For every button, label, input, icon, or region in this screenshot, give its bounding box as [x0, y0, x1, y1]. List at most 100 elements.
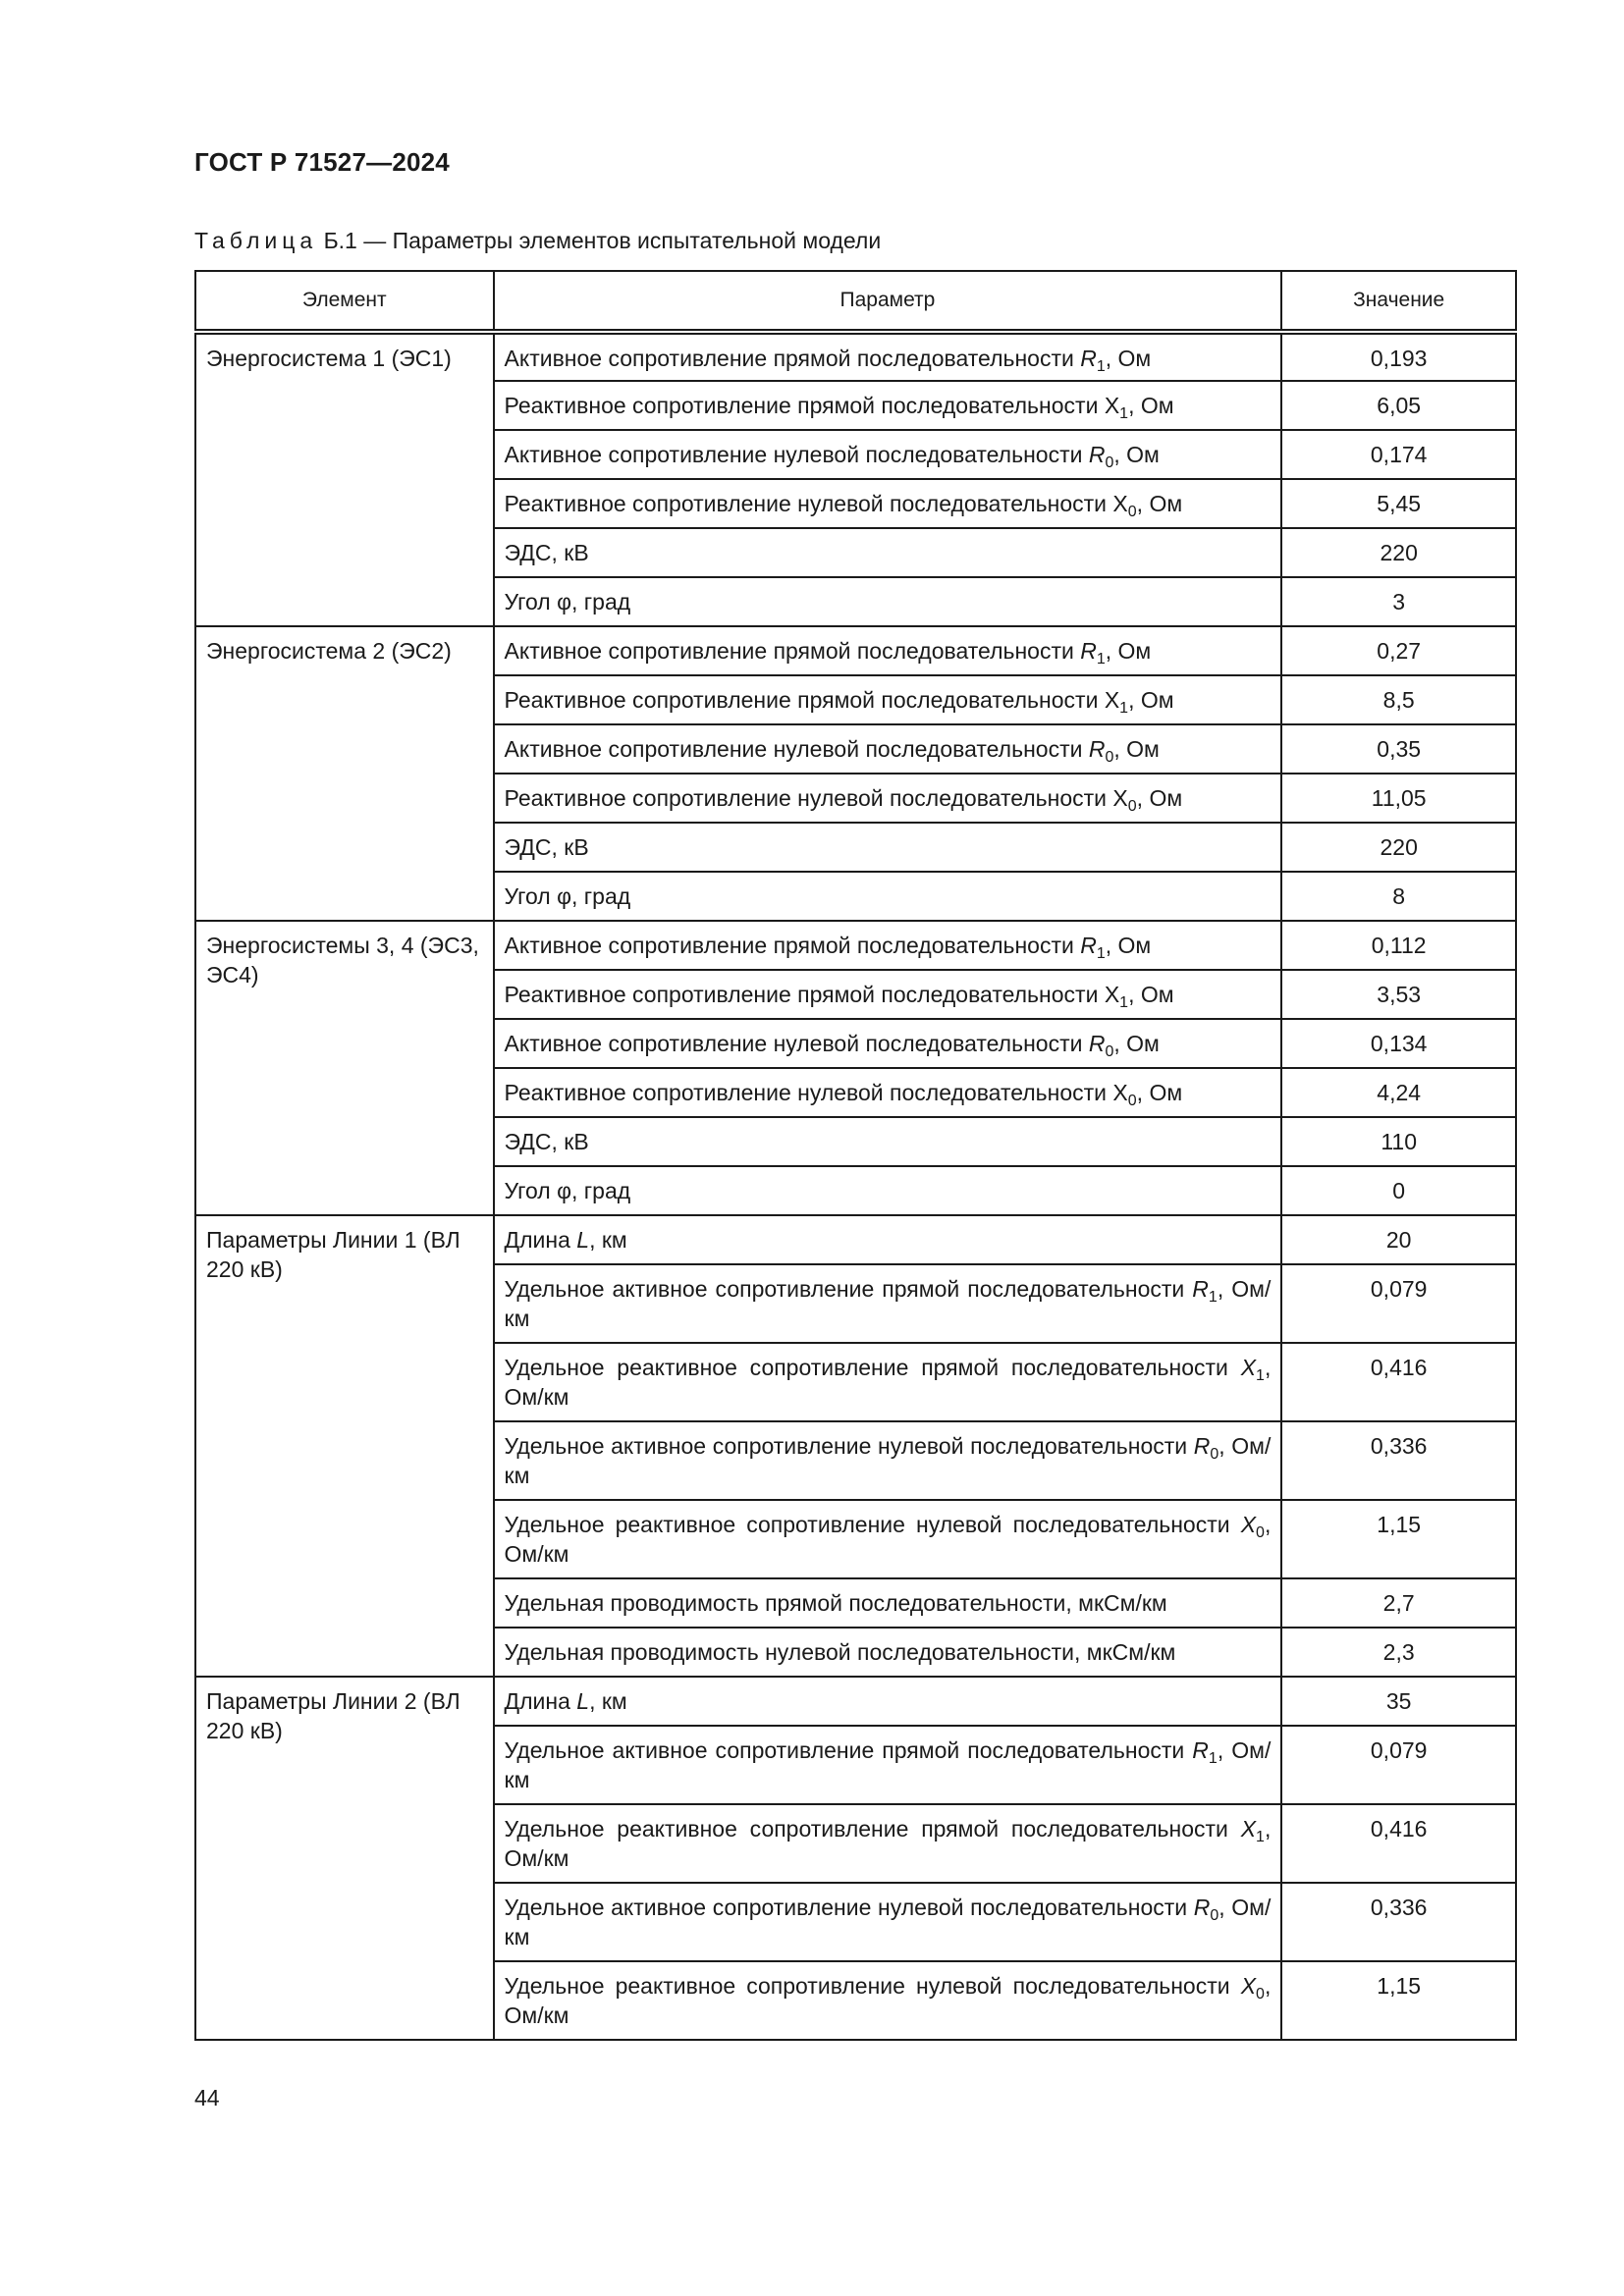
parameter-subscript: 0	[1105, 749, 1114, 766]
caption-label: Таблица	[194, 228, 318, 253]
value-cell: 110	[1280, 1116, 1517, 1167]
parameter-unit: , Ом	[1105, 346, 1152, 371]
table-row: Угол φ, град 0	[195, 1165, 1517, 1216]
parameter-symbol: L	[576, 1227, 590, 1253]
parameter-subscript: 1	[1096, 945, 1106, 962]
value-cell: 0,112	[1280, 920, 1517, 971]
parameter-symbol: X	[1112, 785, 1128, 811]
value-cell: 0,134	[1280, 1018, 1517, 1069]
parameter-cell: Активное сопротивление нулевой последова…	[492, 429, 1283, 480]
parameter-symbol: X	[1112, 491, 1128, 516]
table-row: Удельное активное сопротивление нулевой …	[195, 1882, 1517, 1962]
parameter-subscript: 1	[1208, 1750, 1218, 1767]
parameter-unit: , Ом	[1113, 442, 1160, 467]
parameter-text: Удельное реактивное сопротивление нулево…	[504, 1973, 1241, 1999]
parameter-subscript: 0	[1210, 1446, 1219, 1463]
column-header-parameter: Параметр	[492, 270, 1283, 335]
table-caption: Таблица Б.1 — Параметры элементов испыта…	[194, 228, 881, 254]
parameter-subscript: 1	[1096, 358, 1106, 375]
value-cell: 2,3	[1280, 1627, 1517, 1678]
parameter-cell: Реактивное сопротивление нулевой последо…	[492, 1067, 1283, 1118]
parameter-cell: Удельное активное сопротивление прямой п…	[492, 1725, 1283, 1805]
parameter-text: ЭДС, кВ	[504, 1129, 589, 1154]
value-cell: 220	[1280, 527, 1517, 578]
value-cell: 0,079	[1280, 1263, 1517, 1344]
parameter-cell: Реактивное сопротивление прямой последов…	[492, 969, 1283, 1020]
parameter-symbol: R	[1088, 736, 1106, 762]
parameter-unit: , Ом/км	[504, 1355, 1272, 1410]
table-row: Удельное реактивное сопротивление прямой…	[195, 1803, 1517, 1884]
parameter-cell: Удельное активное сопротивление нулевой …	[492, 1882, 1283, 1962]
parameter-subscript: 0	[1256, 1986, 1265, 2002]
parameter-text: Активное сопротивление прямой последоват…	[504, 638, 1081, 664]
parameter-symbol: R	[1080, 933, 1097, 958]
element-cell: Энергосистемы 3, 4 (ЭС3, ЭС4)	[194, 920, 495, 1216]
table-row: Реактивное сопротивление прямой последов…	[195, 674, 1517, 725]
parameter-text: Удельная проводимость нулевой последоват…	[504, 1639, 1176, 1665]
value-cell: 1,15	[1280, 1960, 1517, 2041]
parameter-cell: Удельная проводимость нулевой последоват…	[492, 1627, 1283, 1678]
parameter-text: Реактивное сопротивление прямой последов…	[504, 982, 1105, 1007]
parameter-text: Удельное активное сопротивление прямой п…	[504, 1737, 1193, 1763]
parameter-text: Удельное реактивное сопротивление прямой…	[504, 1816, 1241, 1842]
parameter-text: Активное сопротивление прямой последоват…	[504, 346, 1081, 371]
parameter-cell: Реактивное сопротивление нулевой последо…	[492, 773, 1283, 824]
value-cell: 0,174	[1280, 429, 1517, 480]
table-row: Удельная проводимость нулевой последоват…	[195, 1627, 1517, 1678]
table-row: Угол φ, град 8	[195, 871, 1517, 922]
parameter-symbol: R	[1088, 1031, 1106, 1056]
table-row: Реактивное сопротивление прямой последов…	[195, 969, 1517, 1020]
parameter-subscript: 1	[1256, 1367, 1265, 1384]
parameter-symbol: R	[1192, 1276, 1209, 1302]
parameter-unit: , Ом/км	[504, 1737, 1272, 1792]
value-cell: 3,53	[1280, 969, 1517, 1020]
parameter-cell: ЭДС, кВ	[492, 527, 1283, 578]
parameter-cell: Удельное реактивное сопротивление нулево…	[492, 1960, 1283, 2041]
table-row: Удельное реактивное сопротивление нулево…	[195, 1960, 1517, 2041]
table-row: Активное сопротивление нулевой последова…	[195, 429, 1517, 480]
parameter-symbol: X	[1104, 687, 1120, 713]
parameter-text: Длина	[504, 1227, 577, 1253]
parameter-subscript: 0	[1256, 1524, 1265, 1541]
parameter-unit: , Ом	[1113, 1031, 1160, 1056]
value-cell: 4,24	[1280, 1067, 1517, 1118]
parameter-subscript: 1	[1119, 700, 1129, 717]
table-row: Удельная проводимость прямой последовате…	[195, 1577, 1517, 1629]
parameter-unit: , Ом	[1136, 785, 1183, 811]
parameter-cell: Угол φ, град	[492, 576, 1283, 627]
parameter-unit: , Ом/км	[504, 1276, 1272, 1331]
parameter-cell: Активное сопротивление прямой последоват…	[492, 331, 1283, 382]
parameter-cell: Реактивное сопротивление прямой последов…	[492, 674, 1283, 725]
parameter-unit: , Ом	[1136, 491, 1183, 516]
table-row: ЭДС, кВ 220	[195, 822, 1517, 873]
parameter-text: Угол φ, град	[504, 589, 631, 614]
table-row: Энергосистема 1 (ЭС1) Активное сопротивле…	[194, 331, 1517, 627]
parameter-symbol: L	[576, 1688, 590, 1714]
parameter-text: Реактивное сопротивление прямой последов…	[504, 687, 1105, 713]
table-row: ЭДС, кВ 220	[195, 527, 1517, 578]
parameter-symbol: R	[1193, 1433, 1211, 1459]
element-cell: Параметры Линии 1 (ВЛ 220 кВ)	[194, 1214, 495, 1678]
value-cell: 2,7	[1280, 1577, 1517, 1629]
parameter-unit: , Ом	[1105, 933, 1152, 958]
column-header-element: Элемент	[194, 270, 495, 335]
value-cell: 0,35	[1280, 723, 1517, 774]
parameter-cell: ЭДС, кВ	[492, 1116, 1283, 1167]
parameter-subscript: 1	[1119, 405, 1129, 422]
parameter-cell: Активное сопротивление прямой последоват…	[492, 625, 1283, 676]
parameters-table: Элемент Параметр Значение Энергосистема …	[194, 270, 1517, 2041]
table-row: Реактивное сопротивление прямой последов…	[195, 380, 1517, 431]
table-row: Реактивное сопротивление нулевой последо…	[195, 1067, 1517, 1118]
table-row: Удельное активное сопротивление прямой п…	[195, 1263, 1517, 1344]
parameter-cell: Удельная проводимость прямой последовате…	[492, 1577, 1283, 1629]
table-row: Энергосистема 2 (ЭС2) Активное сопротивле…	[194, 625, 1517, 922]
parameter-text: Удельное активное сопротивление прямой п…	[504, 1276, 1193, 1302]
table-row: Удельное реактивное сопротивление нулево…	[195, 1499, 1517, 1579]
parameter-subscript: 0	[1127, 798, 1137, 815]
table-header-row: Элемент Параметр Значение	[194, 270, 1517, 335]
parameter-text: ЭДС, кВ	[504, 834, 589, 860]
table-row: Реактивное сопротивление нулевой последо…	[195, 773, 1517, 824]
parameter-text: Длина	[504, 1688, 577, 1714]
parameter-symbol: X	[1104, 393, 1120, 418]
parameter-symbol: R	[1080, 638, 1097, 664]
